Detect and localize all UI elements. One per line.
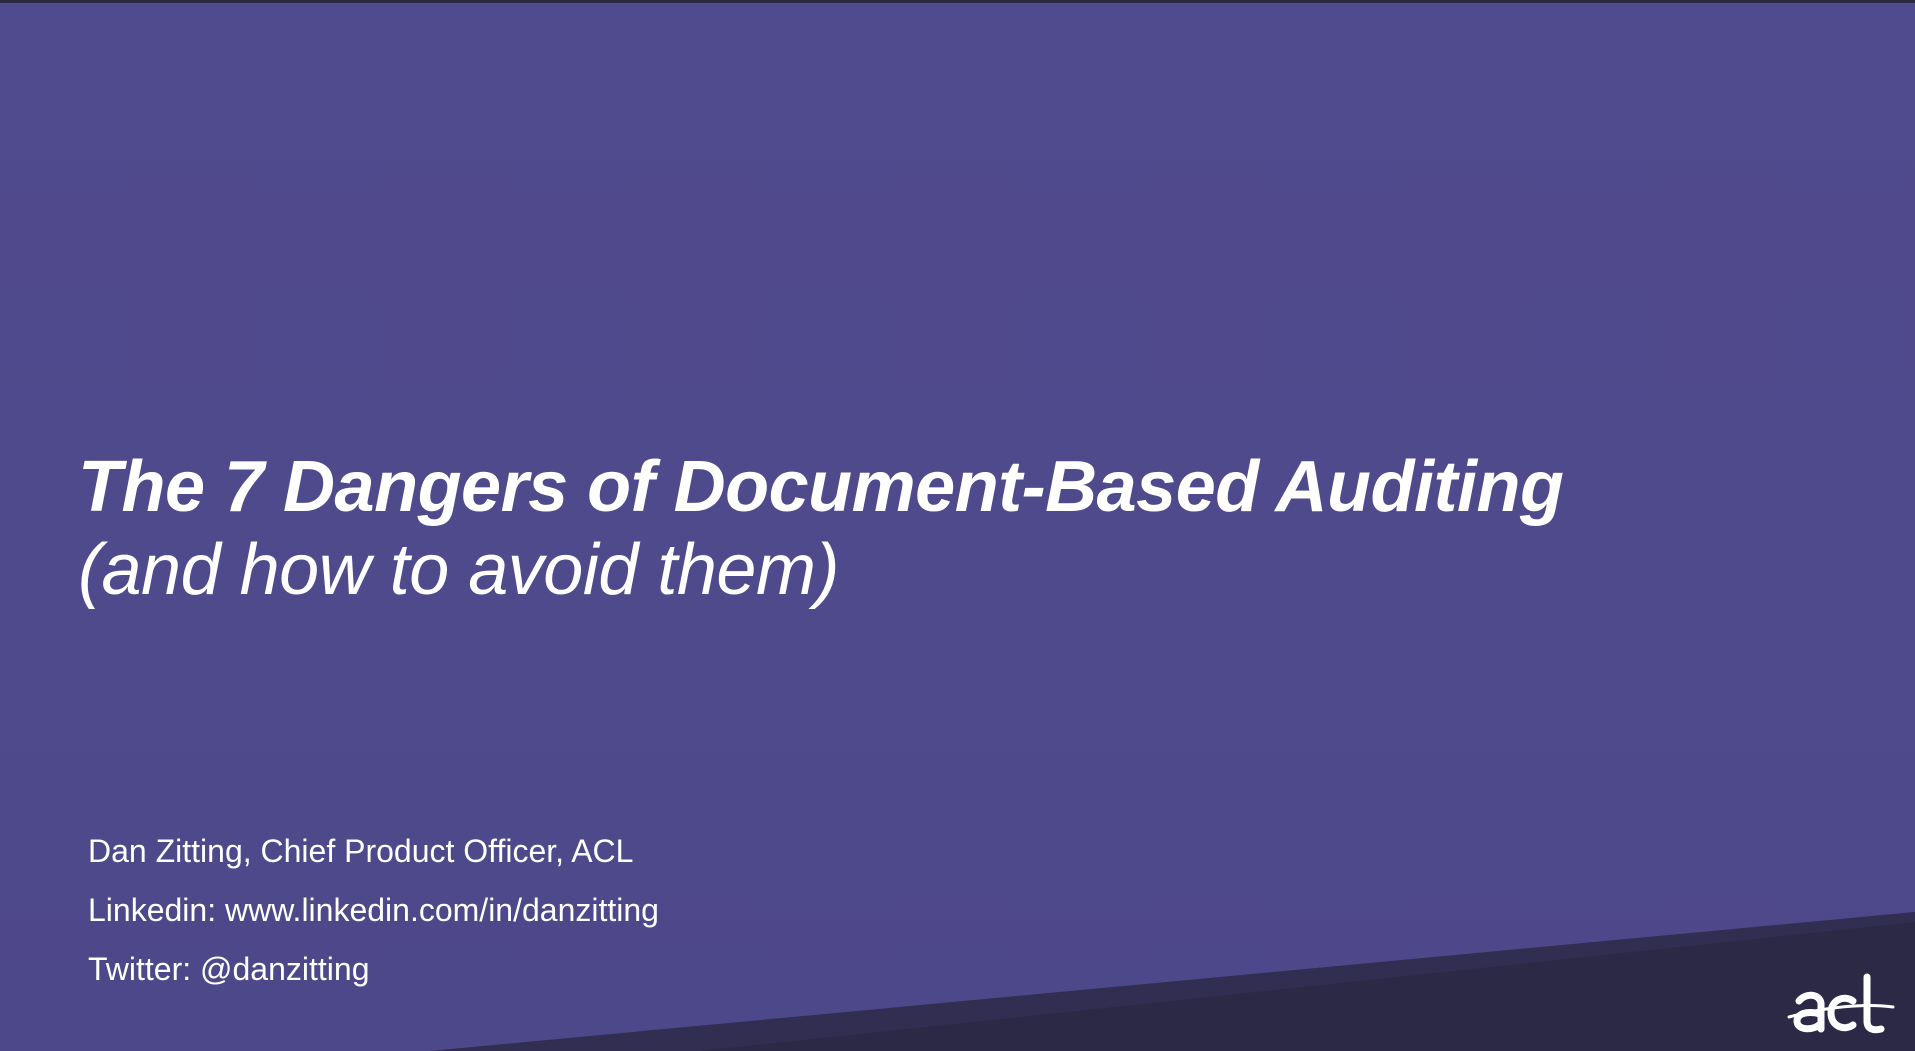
acl-logo-icon	[1787, 973, 1895, 1034]
slide-title: The 7 Dangers of Document-Based Auditing	[78, 447, 1564, 527]
presenter-name: Dan Zitting, Chief Product Officer, ACL	[88, 833, 634, 869]
presenter-info: Dan Zitting, Chief Product Officer, ACL …	[88, 822, 659, 999]
presenter-linkedin: Linkedin: www.linkedin.com/in/danzitting	[88, 892, 659, 928]
top-edge	[0, 0, 1915, 3]
presenter-twitter: Twitter: @danzitting	[88, 951, 370, 987]
title-block: The 7 Dangers of Document-Based Auditing…	[78, 447, 1778, 611]
slide-subtitle: (and how to avoid them)	[78, 530, 839, 611]
